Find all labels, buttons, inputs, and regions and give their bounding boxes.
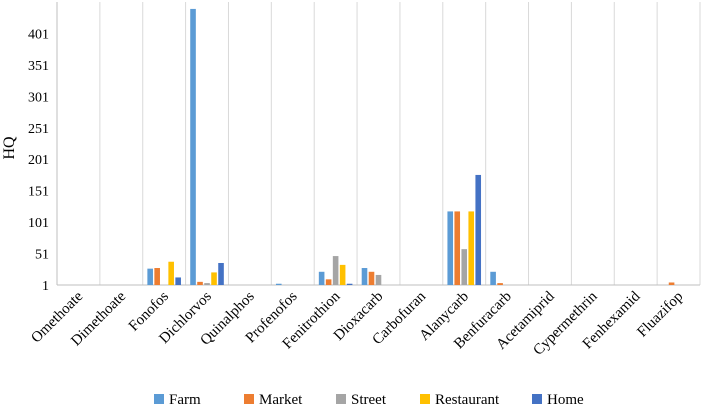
bar-home-dichlorvos [218,262,224,285]
y-tick-label: 251 [28,122,49,137]
bar-market-dioxacarb [368,271,375,285]
bar-home-fenitrothion [346,283,353,285]
bar-street-dichlorvos [204,283,210,285]
legend-swatch-market [244,394,254,404]
legend: Farm Market Street Restaurant Home [154,392,584,408]
bar-farm-fonofos [147,268,153,285]
bar-farm-dioxacarb [361,268,368,285]
legend-swatch-restaurant [420,394,430,404]
legend-swatch-farm [154,394,164,404]
bar-farm-fenitrothion [318,271,325,285]
y-axis-title: HQ [1,136,18,160]
legend-swatch-street [336,394,346,404]
bar-street-dioxacarb [375,274,382,285]
category-label: Fluazifop [634,289,686,341]
y-tick-label: 401 [28,27,49,42]
bar-street-fenitrothion [332,256,339,285]
y-tick-label: 301 [28,90,49,105]
legend-label-farm: Farm [169,392,201,408]
bar-market-dichlorvos [197,281,203,285]
bar-restaurant-dichlorvos [211,272,217,285]
y-tick-label: 101 [28,216,49,231]
bar-home-fonofos [175,277,181,285]
bar-market-alanycarb [454,211,461,285]
legend-label-restaurant: Restaurant [435,392,500,408]
legend-label-home: Home [547,392,584,408]
bar-restaurant-fonofos [168,261,174,285]
legend-label-street: Street [351,392,387,408]
category-labels: OmethoateDimethoateFonofosDichlorvosQuin… [28,288,686,359]
bar-street-alanycarb [461,249,468,285]
bar-farm-benfuracarb [490,271,496,285]
bar-restaurant-alanycarb [468,211,475,285]
y-tick-label: 51 [35,248,49,263]
grid-lines [56,2,701,286]
bar-market-fenitrothion [325,279,332,285]
bar-farm-alanycarb [447,211,454,285]
legend-swatch-home [532,394,542,404]
y-tick-label: 1 [42,279,49,294]
bar-restaurant-fenitrothion [339,264,346,285]
y-tick-label: 351 [28,59,49,74]
bar-market-benfuracarb [497,283,503,285]
bar-farm-profenofos [275,283,282,285]
bar-market-fluazifop [668,282,675,285]
legend-label-market: Market [259,392,303,408]
bars [147,8,675,285]
bar-home-alanycarb [475,174,482,285]
y-tick-label: 151 [28,185,49,200]
y-tick-label: 201 [28,153,49,168]
bar-market-fonofos [154,268,160,285]
bar-farm-dichlorvos [190,8,196,285]
